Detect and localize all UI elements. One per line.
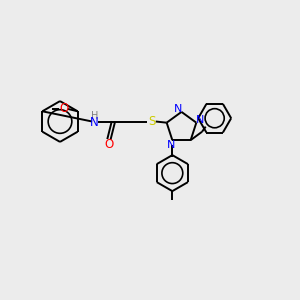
Text: H: H [91,111,98,122]
Text: S: S [148,115,155,128]
Text: N: N [90,116,99,130]
Text: O: O [104,138,113,152]
Text: N: N [167,140,175,150]
Text: O: O [59,102,68,116]
Text: N: N [174,104,182,115]
Text: N: N [196,115,204,125]
